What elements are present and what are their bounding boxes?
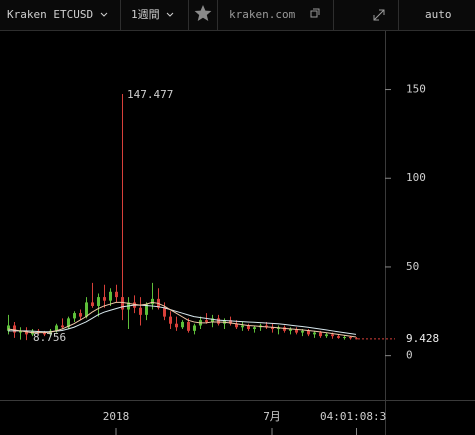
x-tick-label: 7月	[263, 410, 281, 423]
candle-body	[175, 323, 178, 328]
candle-body	[73, 313, 76, 319]
candle-body	[139, 307, 142, 315]
candle-body	[355, 338, 358, 340]
candle-body	[79, 313, 82, 317]
candle-body	[193, 325, 196, 331]
candle-body	[85, 302, 88, 317]
candle-body	[241, 325, 244, 328]
candle-body	[271, 327, 274, 330]
candle-body	[163, 307, 166, 317]
candle-body	[349, 337, 352, 339]
candle-timer: 04:01:08:3	[320, 410, 386, 423]
candle-body	[205, 320, 208, 322]
candle-body	[301, 330, 304, 333]
scale-mode[interactable]: auto	[425, 8, 452, 21]
y-tick-label: 100	[406, 171, 426, 184]
y-tick-label: 0	[406, 349, 413, 362]
moving-average	[8, 304, 357, 335]
candle-body	[253, 327, 256, 330]
high-label: 147.477	[127, 88, 173, 101]
candle-body	[307, 330, 310, 335]
candle-body	[121, 297, 124, 310]
candle-body	[283, 327, 286, 331]
candle-body	[289, 329, 292, 331]
candle-body	[7, 325, 10, 331]
y-tick-label: 50	[406, 260, 419, 273]
last-price-label: 9.428	[406, 332, 439, 345]
candle-body	[151, 298, 154, 305]
y-tick-label: 150	[406, 83, 426, 96]
candle-body	[211, 318, 214, 322]
candle-body	[295, 329, 298, 333]
candle-body	[331, 334, 334, 337]
candle-body	[319, 332, 322, 337]
x-tick-label: 2018	[103, 410, 130, 423]
candle-body	[115, 291, 118, 298]
candle-body	[25, 330, 28, 335]
candle-body	[13, 325, 16, 333]
candle-body	[67, 318, 70, 328]
candle-body	[55, 325, 58, 331]
moving-average	[7, 301, 357, 338]
candle-body	[343, 337, 346, 339]
star-button[interactable]	[194, 5, 212, 21]
candle-body	[43, 332, 46, 335]
candle-body	[217, 318, 220, 324]
period-select[interactable]: 1週間	[131, 8, 160, 21]
candle-body	[265, 325, 268, 328]
market-select[interactable]: Kraken ETCUSD	[7, 8, 93, 21]
candle-body	[109, 291, 112, 301]
candle-body	[103, 297, 106, 301]
candle-body	[181, 321, 184, 328]
candle-body	[97, 297, 100, 306]
candle-body	[313, 332, 316, 335]
candle-body	[145, 304, 148, 315]
candle-body	[337, 336, 340, 338]
candle-body	[91, 302, 94, 306]
candle-body	[325, 334, 328, 337]
external-icon	[310, 8, 320, 18]
toolbar	[0, 0, 475, 30]
chevron	[100, 12, 108, 17]
candle-body	[61, 325, 64, 328]
exchange-link[interactable]: kraken.com	[229, 8, 296, 21]
chevron	[166, 12, 174, 17]
candle-body	[235, 323, 238, 328]
candle-body	[187, 321, 190, 331]
low-label: 8.756	[33, 331, 66, 344]
candle-body	[169, 316, 172, 324]
expand-button[interactable]	[373, 9, 385, 21]
candle-body	[19, 330, 22, 333]
candle-body	[229, 320, 232, 324]
candle-body	[247, 325, 250, 330]
